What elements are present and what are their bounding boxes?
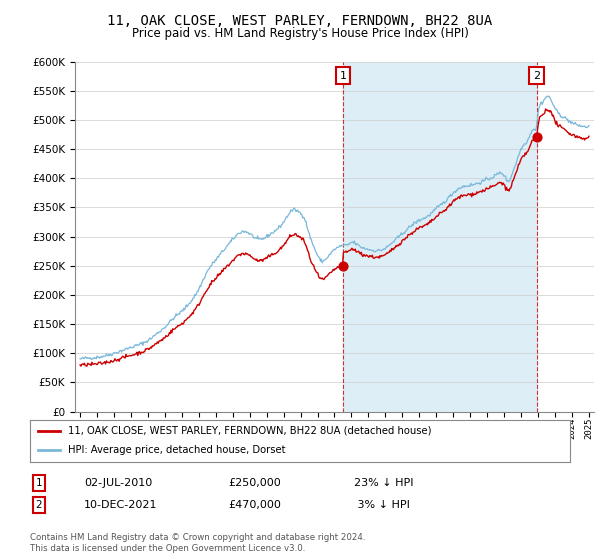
- Text: 11, OAK CLOSE, WEST PARLEY, FERNDOWN, BH22 8UA: 11, OAK CLOSE, WEST PARLEY, FERNDOWN, BH…: [107, 14, 493, 28]
- Text: 3% ↓ HPI: 3% ↓ HPI: [354, 500, 410, 510]
- Text: 11, OAK CLOSE, WEST PARLEY, FERNDOWN, BH22 8UA (detached house): 11, OAK CLOSE, WEST PARLEY, FERNDOWN, BH…: [68, 426, 431, 436]
- Text: 10-DEC-2021: 10-DEC-2021: [84, 500, 157, 510]
- Point: [532, 133, 541, 142]
- Text: 23% ↓ HPI: 23% ↓ HPI: [354, 478, 413, 488]
- Text: 1: 1: [35, 478, 43, 488]
- Text: HPI: Average price, detached house, Dorset: HPI: Average price, detached house, Dors…: [68, 445, 286, 455]
- Text: Contains HM Land Registry data © Crown copyright and database right 2024.
This d: Contains HM Land Registry data © Crown c…: [30, 533, 365, 553]
- Point: [338, 262, 348, 270]
- Text: £470,000: £470,000: [228, 500, 281, 510]
- Text: 02-JUL-2010: 02-JUL-2010: [84, 478, 152, 488]
- Text: £250,000: £250,000: [228, 478, 281, 488]
- Text: 2: 2: [35, 500, 43, 510]
- Bar: [343, 62, 536, 412]
- Text: Price paid vs. HM Land Registry's House Price Index (HPI): Price paid vs. HM Land Registry's House …: [131, 27, 469, 40]
- Text: 1: 1: [340, 71, 346, 81]
- Text: 2: 2: [533, 71, 540, 81]
